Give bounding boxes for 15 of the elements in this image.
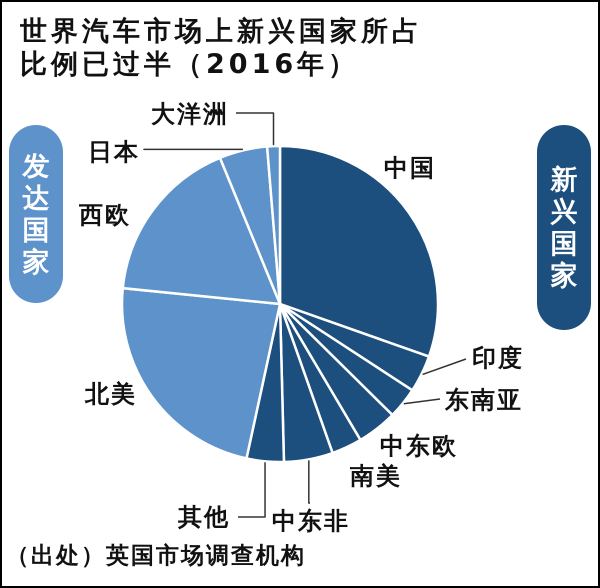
slice-label: 东南亚 <box>444 386 523 414</box>
slice-label: 南美 <box>349 462 402 490</box>
slice-label: 北美 <box>84 380 137 408</box>
text: 新兴国家 <box>550 164 578 291</box>
slice-label: 印度 <box>472 344 524 372</box>
slice-label: 其他 <box>177 503 230 531</box>
slice-label: 中东非 <box>272 507 350 535</box>
slice-label: 日本 <box>88 138 140 166</box>
slice-label: 中东欧 <box>380 432 458 460</box>
slice-label: 大洋洲 <box>151 100 229 128</box>
text: 发达国家 <box>22 150 50 278</box>
slice-label: 西欧 <box>78 201 131 229</box>
text: （出处）英国市场调查机构 <box>6 542 306 569</box>
chart-title: 世界汽车市场上新兴国家所占比例已过半（2016年） <box>19 16 423 80</box>
slice-label: 中国 <box>384 154 436 182</box>
